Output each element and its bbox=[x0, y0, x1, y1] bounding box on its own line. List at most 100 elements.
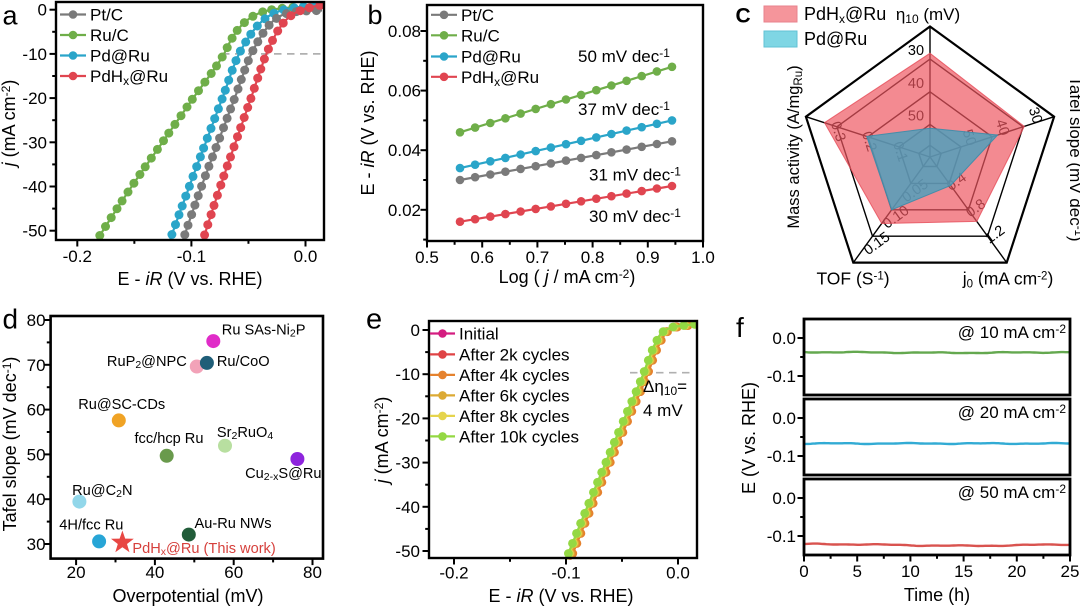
svg-text:@ 20 mA cm-2: @ 20 mA cm-2 bbox=[958, 402, 1067, 422]
svg-text:e: e bbox=[366, 303, 382, 335]
svg-text:31 mV dec-1: 31 mV dec-1 bbox=[589, 165, 681, 185]
svg-text:C: C bbox=[736, 5, 751, 28]
svg-text:30 mV dec-1: 30 mV dec-1 bbox=[589, 206, 681, 226]
svg-text:0.7: 0.7 bbox=[526, 248, 550, 267]
svg-text:Ru/C: Ru/C bbox=[461, 26, 500, 45]
svg-text:10: 10 bbox=[901, 562, 920, 581]
svg-text:Ru/C: Ru/C bbox=[90, 26, 129, 45]
svg-text:PdHx@Ru: PdHx@Ru bbox=[461, 68, 539, 89]
svg-text:b: b bbox=[368, 0, 383, 30]
svg-text:After 4k cycles: After 4k cycles bbox=[459, 366, 570, 385]
svg-text:-0.1: -0.1 bbox=[767, 527, 796, 546]
svg-text:PdHx@Ru (This work): PdHx@Ru (This work) bbox=[132, 541, 275, 558]
svg-text:Mass activity (A/mgRu): Mass activity (A/mgRu) bbox=[785, 65, 805, 228]
svg-text:f: f bbox=[736, 312, 744, 343]
svg-text:-0.2: -0.2 bbox=[63, 247, 92, 266]
svg-text:-0.2: -0.2 bbox=[439, 564, 468, 583]
svg-text:30: 30 bbox=[27, 535, 46, 554]
svg-text:Tafel slope (mV dec-1): Tafel slope (mV dec-1) bbox=[1066, 76, 1080, 241]
svg-text:Cu2-xS@Ru: Cu2-xS@Ru bbox=[245, 466, 321, 483]
svg-text:0.0: 0.0 bbox=[666, 564, 690, 583]
svg-text:-0.1: -0.1 bbox=[551, 564, 580, 583]
svg-text:@ 10 mA cm-2: @ 10 mA cm-2 bbox=[958, 322, 1067, 342]
svg-text:Pd@Ru: Pd@Ru bbox=[804, 29, 867, 49]
svg-text:70: 70 bbox=[27, 356, 46, 375]
svg-text:80: 80 bbox=[303, 563, 322, 582]
svg-text:60: 60 bbox=[224, 563, 243, 582]
svg-text:E - iR (V vs. RHE): E - iR (V vs. RHE) bbox=[488, 586, 633, 606]
svg-text:30: 30 bbox=[908, 43, 924, 59]
svg-text:After 8k cycles: After 8k cycles bbox=[459, 407, 570, 426]
svg-text:Initial: Initial bbox=[459, 325, 499, 344]
svg-text:0.8: 0.8 bbox=[581, 248, 605, 267]
svg-text:@ 50 mA cm-2: @ 50 mA cm-2 bbox=[958, 482, 1067, 502]
svg-text:0.6: 0.6 bbox=[470, 248, 494, 267]
svg-text:After 10k cycles: After 10k cycles bbox=[459, 427, 579, 446]
svg-text:-20: -20 bbox=[22, 89, 47, 108]
svg-text:Pt/C: Pt/C bbox=[90, 6, 123, 25]
svg-text:j0 (mA cm-2): j0 (mA cm-2) bbox=[962, 269, 1054, 291]
svg-text:E - iR (V vs. RHE): E - iR (V vs. RHE) bbox=[117, 269, 262, 289]
svg-text:0.9: 0.9 bbox=[636, 248, 660, 267]
svg-text:Log ( j / mA cm-2): Log ( j / mA cm-2) bbox=[499, 267, 636, 287]
svg-text:25: 25 bbox=[1061, 562, 1080, 581]
svg-text:4 mV: 4 mV bbox=[643, 401, 683, 420]
svg-text:PdHx@Ru: PdHx@Ru bbox=[90, 67, 168, 88]
svg-text:Au-Ru NWs: Au-Ru NWs bbox=[195, 516, 272, 532]
svg-text:-0.1: -0.1 bbox=[177, 247, 206, 266]
svg-text:j (mA cm-2): j (mA cm-2) bbox=[372, 397, 392, 487]
svg-text:a: a bbox=[3, 1, 19, 31]
svg-text:-50: -50 bbox=[22, 222, 47, 241]
svg-text:0.04: 0.04 bbox=[388, 141, 421, 160]
svg-text:0.5: 0.5 bbox=[415, 248, 439, 267]
svg-text:0.0: 0.0 bbox=[772, 329, 796, 348]
svg-text:40: 40 bbox=[27, 490, 46, 509]
svg-text:20: 20 bbox=[67, 563, 86, 582]
svg-text:TOF (S-1): TOF (S-1) bbox=[816, 269, 889, 289]
svg-text:PdHx@Ru: PdHx@Ru bbox=[804, 4, 886, 26]
svg-text:30: 30 bbox=[1025, 105, 1045, 125]
svg-text:E - iR (V vs. RHE): E - iR (V vs. RHE) bbox=[358, 50, 378, 195]
svg-text:-40: -40 bbox=[395, 498, 420, 517]
svg-text:37 mV dec-1: 37 mV dec-1 bbox=[578, 99, 670, 119]
svg-text:-20: -20 bbox=[395, 409, 420, 428]
svg-text:0.0: 0.0 bbox=[772, 409, 796, 428]
svg-text:Ru@C2N: Ru@C2N bbox=[72, 483, 132, 500]
svg-text:-0.1: -0.1 bbox=[767, 367, 796, 386]
svg-text:-10: -10 bbox=[395, 365, 420, 384]
svg-text:Pt/C: Pt/C bbox=[461, 6, 494, 25]
svg-text:5: 5 bbox=[852, 562, 861, 581]
svg-text:Ru SAs-Ni2P: Ru SAs-Ni2P bbox=[222, 323, 306, 340]
svg-text:Sr2RuO4: Sr2RuO4 bbox=[217, 425, 273, 442]
svg-text:Pd@Ru: Pd@Ru bbox=[90, 47, 150, 66]
svg-text:After 6k cycles: After 6k cycles bbox=[459, 386, 570, 405]
svg-text:-0.1: -0.1 bbox=[767, 447, 796, 466]
svg-text:0.02: 0.02 bbox=[388, 201, 421, 220]
svg-text:j (mA cm-2): j (mA cm-2) bbox=[0, 80, 19, 170]
svg-text:4H/fcc Ru: 4H/fcc Ru bbox=[59, 518, 123, 534]
svg-text:0: 0 bbox=[411, 321, 420, 340]
svg-text:Ru/CoO: Ru/CoO bbox=[217, 354, 270, 370]
svg-text:1.0: 1.0 bbox=[691, 248, 715, 267]
svg-text:fcc/hcp Ru: fcc/hcp Ru bbox=[135, 431, 204, 447]
svg-text:Tafel slope (mV dec-1): Tafel slope (mV dec-1) bbox=[0, 357, 20, 532]
svg-text:After 2k cycles: After 2k cycles bbox=[459, 345, 570, 364]
svg-text:40: 40 bbox=[145, 563, 164, 582]
svg-text:0.0: 0.0 bbox=[294, 247, 318, 266]
svg-text:0.0: 0.0 bbox=[772, 489, 796, 508]
svg-text:-50: -50 bbox=[395, 542, 420, 561]
svg-text:0.08: 0.08 bbox=[388, 22, 421, 41]
svg-text:RuP2@NPC: RuP2@NPC bbox=[107, 354, 187, 371]
svg-text:60: 60 bbox=[27, 401, 46, 420]
svg-text:0.06: 0.06 bbox=[388, 82, 421, 101]
svg-text:Pd@Ru: Pd@Ru bbox=[461, 48, 521, 67]
svg-text:-40: -40 bbox=[22, 178, 47, 197]
svg-text:-10: -10 bbox=[22, 45, 47, 64]
svg-text:0: 0 bbox=[799, 562, 808, 581]
svg-text:Overpotential (mV): Overpotential (mV) bbox=[112, 586, 263, 606]
svg-text:80: 80 bbox=[27, 311, 46, 330]
svg-text:E (V vs. RHE): E (V vs. RHE) bbox=[739, 382, 759, 494]
svg-text:20: 20 bbox=[1007, 562, 1026, 581]
svg-text:0: 0 bbox=[38, 1, 47, 20]
svg-text:50 mV dec-1: 50 mV dec-1 bbox=[578, 46, 670, 66]
